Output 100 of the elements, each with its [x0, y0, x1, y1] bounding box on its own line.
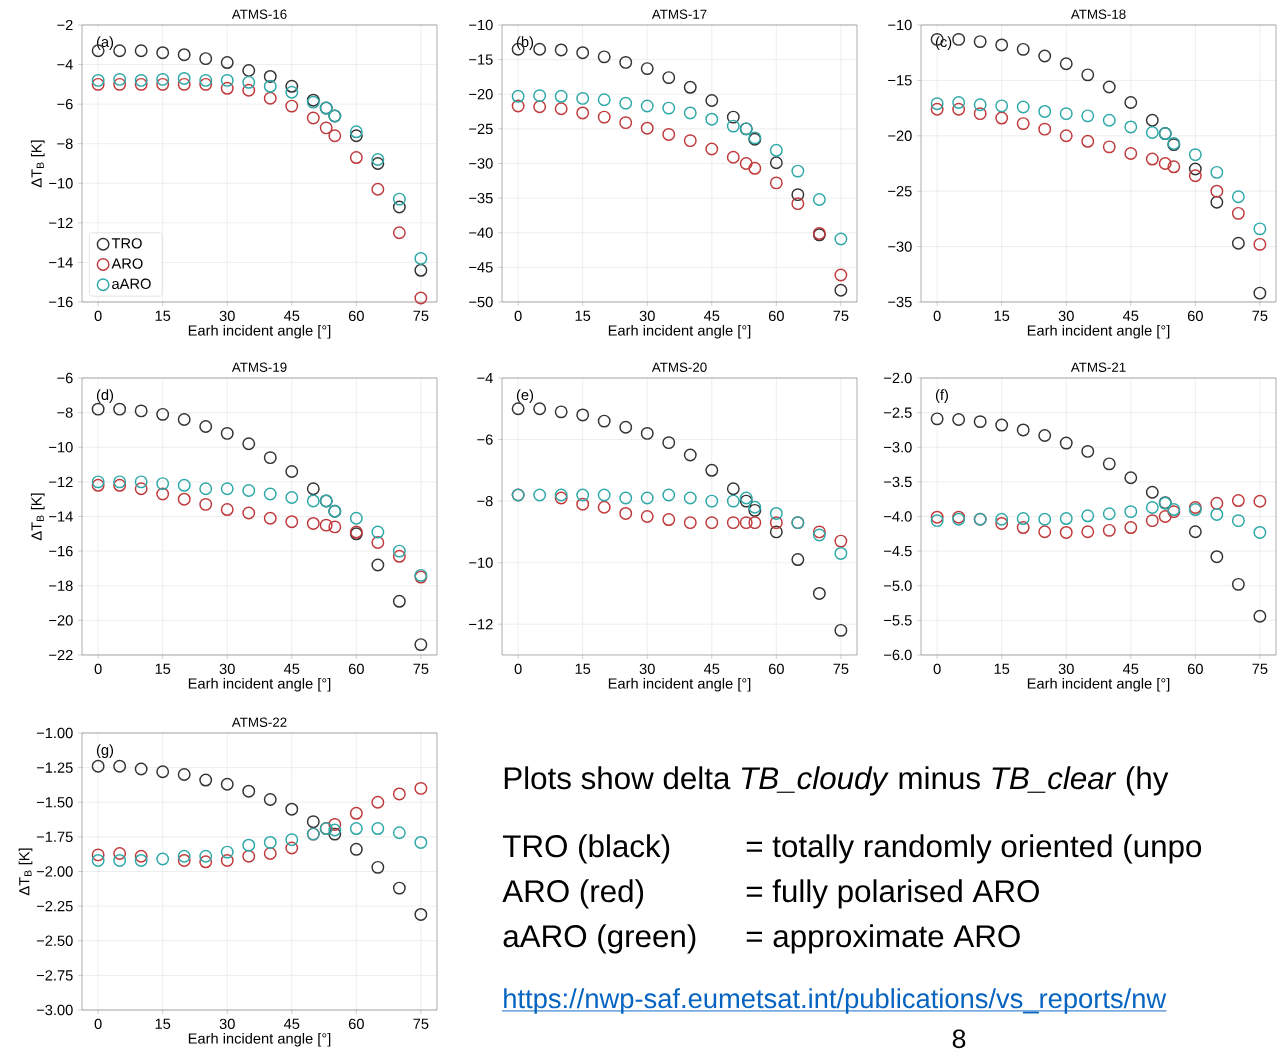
annotation: (b) — [516, 36, 534, 50]
x-tick-label: 75 — [413, 663, 429, 674]
y-tick-label: −2.5 — [884, 407, 912, 418]
y-tick-label: −20 — [888, 130, 912, 141]
y-tick-label: −10 — [888, 19, 912, 31]
y-tick-label: −8 — [57, 138, 73, 149]
text: aARO (green) — [503, 924, 696, 954]
y-tick-label: −16 — [49, 296, 73, 308]
x-tick-label: 0 — [94, 663, 102, 675]
x-axis-title: Earh incident angle [°] — [608, 677, 751, 692]
y-tick-label: −30 — [888, 241, 912, 252]
x-tick-label: 15 — [994, 663, 1010, 674]
y-tick-label: −2.00 — [36, 866, 73, 877]
y-tick-label: −20 — [469, 89, 493, 100]
chart-title: ATMS-16 — [231, 9, 287, 19]
y-tick-label: −4 — [477, 372, 493, 384]
y-tick-label: −16 — [49, 545, 73, 557]
x-axis-title: Earh incident angle [°] — [188, 1032, 331, 1047]
x-tick-label: 60 — [1187, 310, 1203, 322]
y-tick-label: −4.5 — [884, 546, 912, 557]
x-tick-label: 60 — [348, 310, 364, 322]
annotation: (c) — [935, 36, 952, 50]
x-tick-label: 0 — [94, 1018, 102, 1030]
x-tick-label: 15 — [155, 663, 171, 674]
x-tick-label: 45 — [283, 1018, 300, 1029]
chart-title: ATMS-17 — [651, 9, 707, 19]
x-tick-label: 45 — [283, 663, 300, 674]
x-tick-label: 60 — [768, 310, 784, 322]
y-tick-label: −12 — [49, 217, 73, 228]
annotation: (a) — [96, 36, 114, 50]
text: 8 — [952, 1029, 966, 1049]
y-tick-label: −14 — [49, 257, 73, 268]
x-tick-label: 45 — [1122, 310, 1139, 321]
y-tick-label: −1.50 — [36, 797, 73, 808]
y-axis-title: ΔT$_{B}$ [K] — [30, 140, 45, 188]
x-tick-label: 45 — [283, 310, 300, 321]
y-tick-label: −10 — [49, 178, 73, 189]
y-tick-label: −12 — [49, 476, 73, 487]
x-tick-label: 0 — [514, 663, 522, 675]
x-tick-label: 0 — [933, 663, 941, 675]
x-tick-label: 75 — [1252, 663, 1268, 674]
y-tick-label: −6 — [57, 98, 73, 110]
x-tick-label: 45 — [1122, 663, 1139, 674]
text: https://nwp-saf.eumetsat.int/publications/vs_reports/nw — [504, 988, 1167, 1014]
y-tick-label: −25 — [469, 123, 493, 135]
y-tick-label: −8 — [477, 495, 493, 507]
text: = approximate ARO — [746, 924, 1020, 954]
y-tick-label: −35 — [888, 296, 912, 308]
y-tick-label: −18 — [49, 580, 73, 591]
y-tick-label: −3.0 — [884, 442, 912, 453]
y-tick-label: −4.0 — [884, 511, 912, 522]
y-tick-label: −2.75 — [36, 970, 73, 981]
y-tick-label: −15 — [888, 75, 912, 86]
x-axis-title: Earh incident angle [°] — [188, 324, 331, 339]
x-tick-label: 15 — [575, 310, 591, 321]
y-tick-label: −10 — [469, 557, 493, 568]
x-tick-label: 75 — [833, 663, 849, 674]
text: ARO (red) — [502, 879, 644, 909]
y-tick-label: −1.00 — [36, 727, 73, 739]
legend-label: TRO — [111, 238, 142, 249]
x-tick-label: 30 — [219, 663, 235, 675]
y-tick-label: −25 — [888, 186, 912, 197]
y-tick-label: −1.25 — [36, 762, 73, 773]
x-tick-label: 45 — [703, 663, 720, 674]
annotation: (e) — [516, 389, 534, 403]
text: = fully polarised ARO — [746, 879, 1039, 909]
y-tick-label: −45 — [469, 262, 493, 273]
y-tick-label: −40 — [469, 227, 493, 238]
y-tick-label: −5.0 — [884, 580, 912, 591]
x-tick-label: 15 — [575, 663, 591, 674]
x-tick-label: 75 — [413, 1018, 429, 1029]
text: TRO (black) — [502, 834, 670, 864]
y-tick-label: −6 — [477, 434, 493, 445]
x-tick-label: 75 — [413, 310, 429, 321]
x-tick-label: 30 — [639, 663, 655, 675]
x-tick-label: 30 — [639, 310, 655, 322]
x-tick-label: 75 — [1252, 310, 1268, 321]
y-tick-label: −15 — [469, 54, 493, 65]
y-tick-label: −35 — [469, 192, 493, 204]
y-tick-label: −6.0 — [884, 649, 912, 661]
chart-title: ATMS-22 — [231, 717, 287, 727]
y-tick-label: −1.75 — [36, 831, 73, 842]
y-tick-label: −3.5 — [884, 476, 912, 488]
x-axis-title: Earh incident angle [°] — [1027, 677, 1170, 692]
x-tick-label: 0 — [514, 310, 522, 322]
x-tick-label: 0 — [933, 310, 941, 322]
x-tick-label: 15 — [155, 310, 171, 321]
y-tick-label: −4 — [57, 59, 73, 70]
chart-title: ATMS-18 — [1070, 9, 1126, 19]
x-tick-label: 0 — [94, 310, 102, 322]
x-tick-label: 60 — [768, 663, 784, 675]
x-axis-title: Earh incident angle [°] — [188, 677, 331, 692]
y-tick-label: −3.00 — [36, 1004, 73, 1016]
x-axis-title: Earh incident angle [°] — [608, 324, 751, 339]
annotation: (d) — [96, 389, 114, 403]
x-tick-label: 60 — [348, 1018, 364, 1030]
y-tick-label: −2 — [57, 19, 73, 31]
legend-label: ARO — [111, 258, 143, 269]
x-tick-label: 30 — [1058, 310, 1074, 322]
annotation: (g) — [96, 744, 114, 758]
